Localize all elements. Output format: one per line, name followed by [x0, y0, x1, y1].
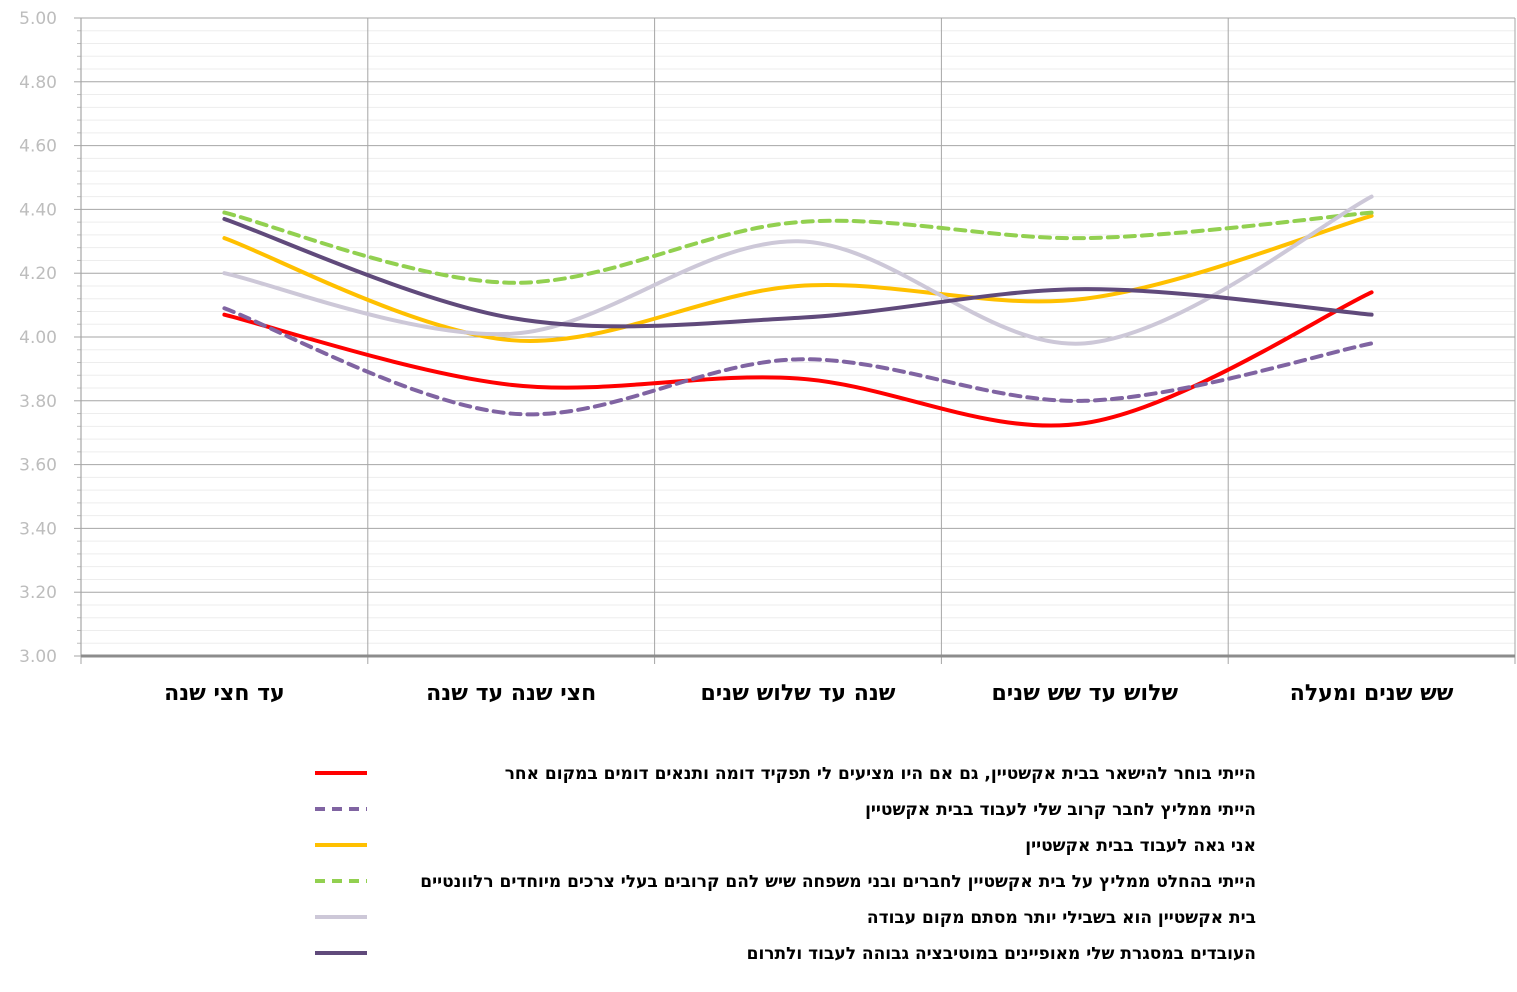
chart-legend: הייתי בוחר להישאר בבית אקשטיין, גם אם הי… — [315, 764, 1256, 964]
series-line-1 — [222, 290, 1374, 428]
x-category-label: חצי שנה עד שנה — [426, 681, 596, 706]
y-tick-label: 3.00 — [19, 647, 57, 667]
y-tick-label: 3.40 — [19, 519, 57, 539]
x-category-label: עד חצי שנה — [164, 681, 285, 706]
legend-label-6: העובדים במסגרת שלי מאופיינים במוטיבציה ג… — [747, 944, 1256, 964]
series-line-6 — [222, 216, 1374, 329]
series-line-5 — [222, 194, 1374, 346]
y-tick-label: 4.40 — [19, 200, 57, 220]
x-category-label: שלוש עד שש שנים — [991, 681, 1178, 706]
legend-label-4: הייתי בהחלט ממליץ על בית אקשטיין לחברים … — [420, 872, 1256, 892]
chart-series — [222, 194, 1374, 428]
series-line-2 — [222, 306, 1374, 417]
legend-label-5: בית אקשטיין הוא בשבילי יותר מסתם מקום עב… — [867, 908, 1256, 928]
x-category-label: שש שנים ומעלה — [1290, 681, 1454, 706]
legend-label-2: הייתי ממליץ לחבר קרוב שלי לעבוד בבית אקש… — [865, 800, 1256, 820]
series-line-3 — [222, 213, 1374, 343]
series-line-4 — [222, 210, 1374, 285]
y-tick-label: 4.80 — [19, 73, 57, 93]
chart-axes: 5.00 4.80 4.60 4.40 4.20 4.00 3.80 3.60 3.40 3.20… — [19, 9, 1515, 706]
x-category-label: שנה עד שלוש שנים — [700, 681, 895, 706]
y-tick-label: 4.00 — [19, 328, 57, 348]
y-tick-label: 5.00 — [19, 9, 57, 29]
y-tick-label: 3.20 — [19, 583, 57, 603]
y-tick-label: 3.80 — [19, 392, 57, 412]
y-tick-label: 4.20 — [19, 264, 57, 284]
y-tick-label: 4.60 — [19, 137, 57, 157]
y-tick-label: 3.60 — [19, 456, 57, 476]
legend-label-3: אני גאה לעבוד בבית אקשטיין — [1025, 836, 1256, 856]
legend-label-1: הייתי בוחר להישאר בבית אקשטיין, גם אם הי… — [505, 764, 1256, 784]
chart-grid — [80, 17, 1516, 664]
